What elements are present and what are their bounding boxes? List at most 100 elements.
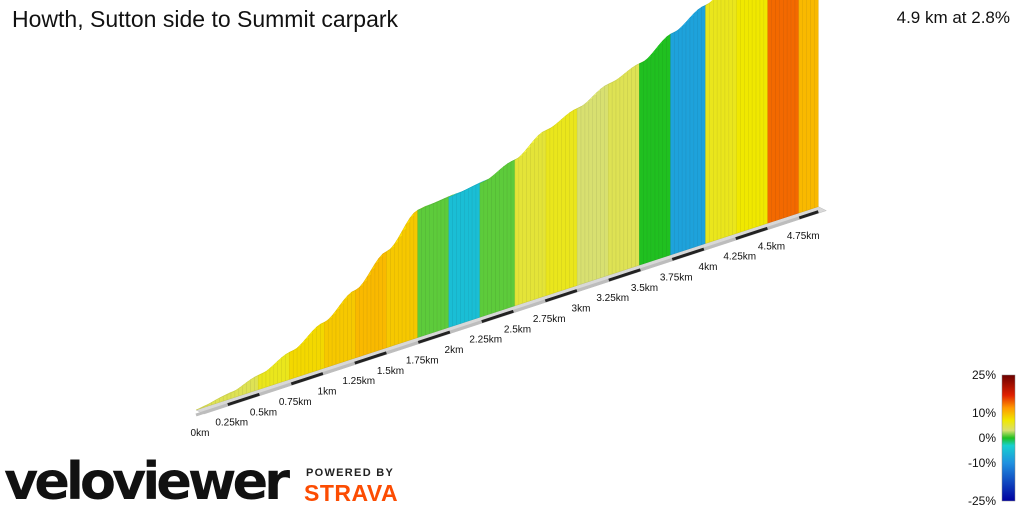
distance-axis-segment: [544, 289, 578, 303]
profile-wall-slice: [701, 5, 706, 246]
profile-wall-slice: [681, 21, 687, 252]
profile-wall-slice: [398, 230, 403, 345]
profile-wall-slice: [289, 350, 294, 380]
profile-wall-slice: [619, 73, 625, 272]
profile-wall-slice: [666, 33, 671, 257]
profile-wall-slice: [794, 0, 800, 215]
profile-wall-slice: [724, 0, 730, 238]
profile-wall-slice: [347, 291, 352, 361]
profile-wall-slice: [495, 169, 500, 313]
profile-wall-slice: [456, 192, 461, 326]
legend-tick-label: 25%: [972, 368, 996, 382]
profile-wall-slice: [433, 201, 438, 333]
profile-wall-slice: [646, 54, 652, 263]
profile-wall-slice: [541, 130, 547, 298]
profile-wall-slice: [440, 198, 446, 331]
profile-wall-slice: [452, 194, 457, 327]
profile-wall-slice: [689, 12, 695, 249]
profile-wall-slice: [670, 32, 675, 256]
distance-axis-segment: [417, 330, 451, 344]
profile-wall-slice: [483, 179, 488, 317]
profile-wall-slice: [596, 88, 601, 280]
profile-wall-slice: [386, 248, 391, 348]
strava-logo: STRAVA: [304, 480, 399, 506]
profile-wall-slice: [374, 257, 380, 352]
distance-tick-label: 3.25km: [596, 293, 629, 304]
legend-color-bar: [1001, 374, 1016, 502]
profile-wall-slice: [534, 134, 539, 300]
profile-wall-slice: [806, 0, 811, 211]
distance-tick-label: 2km: [445, 345, 464, 356]
distance-axis-segment: [195, 403, 229, 417]
distance-tick-label: 4.75km: [787, 231, 820, 242]
profile-wall-slice: [510, 159, 516, 308]
profile-wall-slice: [460, 190, 465, 324]
profile-wall-slice: [366, 269, 372, 355]
distance-axis-segment: [671, 247, 705, 261]
distance-tick-label: 2.25km: [469, 335, 502, 346]
profile-wall-slice: [363, 276, 368, 356]
profile-wall-slice: [662, 36, 667, 258]
profile-wall-slice: [748, 0, 753, 230]
profile-wall-slice: [471, 184, 477, 321]
profile-wall-slice: [565, 112, 570, 290]
profile-wall-slice: [654, 44, 660, 261]
distance-axis-segment: [290, 372, 324, 386]
profile-wall-slice: [627, 67, 632, 270]
profile-wall-slice: [429, 203, 434, 335]
profile-wall-slice: [643, 58, 648, 265]
profile-wall-slice: [296, 343, 302, 378]
profile-wall-slice: [281, 354, 286, 383]
distance-tick-label: 0.25km: [215, 418, 248, 429]
legend-tick-label: 10%: [972, 406, 996, 420]
distance-axis-segment: [513, 299, 546, 313]
profile-wall-slice: [561, 115, 566, 291]
profile-wall-slice: [464, 188, 469, 323]
profile-wall-slice: [639, 61, 644, 266]
profile-wall-slice: [448, 195, 453, 328]
profile-wall-slice: [697, 6, 702, 247]
profile-wall-slice: [328, 315, 333, 368]
distance-tick-label: 1.75km: [406, 355, 439, 366]
profile-wall-slice: [611, 79, 617, 275]
profile-wall-slice: [783, 0, 788, 219]
distance-tick-label: 3.5km: [631, 283, 658, 294]
distance-axis-segment: [576, 278, 610, 292]
profile-wall-slice: [759, 0, 765, 226]
profile-wall-slice: [790, 0, 796, 216]
distance-axis-segment: [386, 340, 419, 355]
profile-wall-slice: [608, 82, 613, 276]
profile-wall-slice: [522, 148, 527, 304]
profile-wall-slice: [285, 351, 290, 382]
distance-tick-label: 4km: [699, 262, 718, 273]
profile-wall-slice: [576, 106, 582, 286]
profile-wall-slice: [526, 143, 531, 303]
distance-axis-segment: [449, 320, 483, 334]
powered-by-label: POWERED BY: [306, 467, 395, 479]
profile-wall-slice: [604, 83, 609, 277]
profile-wall-slice: [324, 319, 329, 369]
profile-wall-slice: [475, 183, 481, 319]
profile-wall-slice: [316, 323, 321, 371]
profile-wall-slice: [798, 0, 803, 214]
profile-wall-slice: [775, 0, 780, 221]
profile-wall-slice: [382, 251, 387, 350]
profile-wall-slice: [709, 0, 714, 243]
profile-wall-slice: [293, 347, 298, 379]
legend-tick-label: 0%: [979, 431, 997, 445]
distance-axis-segment: [481, 309, 514, 324]
profile-wall-slice: [405, 217, 411, 342]
profile-wall-slice: [685, 17, 691, 251]
profile-wall-slice: [351, 289, 356, 360]
profile-wall-slice: [343, 295, 348, 362]
distance-axis-segment: [767, 216, 800, 230]
profile-wall-slice: [678, 25, 683, 253]
profile-wall-slice: [425, 205, 430, 336]
profile-wall-slice: [514, 157, 520, 307]
profile-wall-slice: [503, 163, 508, 310]
profile-wall-slice: [600, 85, 605, 279]
profile-wall-slice: [588, 96, 593, 282]
segment-title: Howth, Sutton side to Summit carpark: [12, 6, 399, 32]
